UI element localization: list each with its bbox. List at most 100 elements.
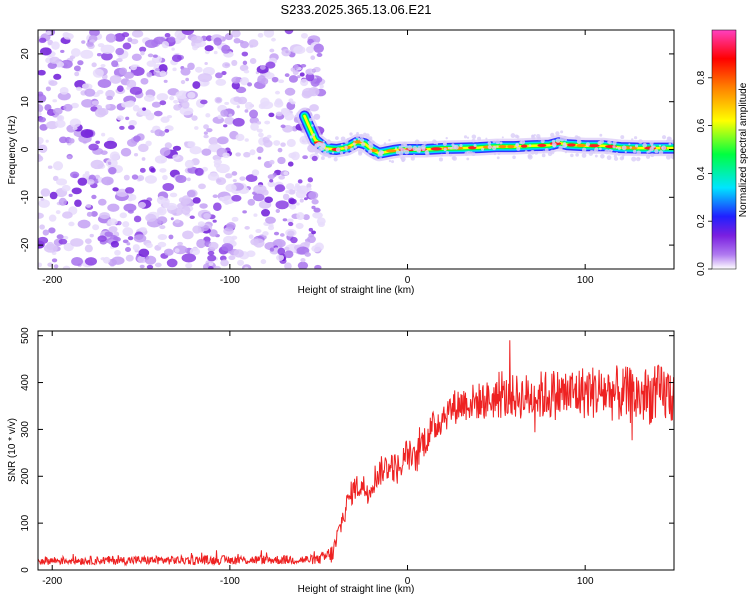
noise-blob	[52, 99, 58, 103]
noise-blob	[158, 63, 168, 73]
signal-speckle	[560, 130, 564, 134]
noise-blob	[311, 205, 316, 210]
signal-speckle	[617, 153, 620, 156]
noise-blob	[168, 234, 174, 240]
signal-speckle	[471, 134, 477, 140]
noise-blob	[116, 58, 123, 63]
noise-blob	[84, 244, 93, 253]
signal-speckle	[530, 150, 535, 155]
x-tick-label: 0	[405, 576, 411, 587]
noise-blob	[308, 227, 314, 232]
signal-speckle	[445, 136, 448, 140]
noise-blob	[231, 235, 238, 240]
noise-blob	[212, 219, 217, 223]
noise-blob	[246, 250, 256, 258]
noise-blob	[38, 93, 47, 104]
signal-speckle	[515, 142, 520, 147]
noise-blob	[196, 238, 206, 249]
noise-blob	[123, 174, 130, 181]
signal-speckle	[388, 159, 392, 163]
noise-blob	[265, 216, 276, 224]
noise-blob	[233, 249, 244, 258]
noise-blob	[307, 177, 314, 183]
signal-speckle	[368, 149, 373, 154]
noise-blob	[244, 138, 249, 142]
y-tick-label: 10	[20, 96, 31, 108]
x-tick-label: -200	[42, 275, 62, 286]
noise-blob	[208, 241, 219, 250]
noise-blob	[162, 201, 170, 208]
noise-blob	[63, 242, 74, 252]
signal-speckle	[410, 156, 415, 161]
noise-blob	[120, 147, 132, 157]
noise-blob	[164, 142, 172, 149]
noise-blob	[311, 245, 322, 253]
noise-blob	[49, 191, 58, 200]
noise-blob	[62, 265, 71, 269]
noise-blob	[249, 149, 256, 156]
noise-blob	[84, 238, 92, 244]
spectrogram-y-label: Frequency (Hz)	[7, 116, 18, 185]
signal-speckle	[622, 154, 625, 157]
signal-speckle	[391, 160, 395, 164]
noise-blob	[76, 86, 82, 91]
noise-blob	[126, 242, 131, 246]
noise-blob	[116, 220, 122, 226]
noise-blob	[185, 263, 193, 269]
noise-blob	[62, 211, 73, 219]
noise-blob	[47, 262, 54, 267]
noise-blob	[108, 167, 117, 175]
signal-speckle	[632, 149, 637, 154]
noise-blob	[253, 184, 267, 194]
noise-blob	[39, 224, 45, 230]
noise-blob	[287, 161, 294, 167]
signal-speckle	[516, 135, 520, 139]
noise-blob	[187, 141, 196, 148]
noise-blob	[204, 45, 214, 52]
noise-blob	[146, 72, 153, 77]
noise-blob	[67, 155, 72, 159]
noise-blob	[264, 120, 271, 125]
noise-blob	[282, 218, 288, 222]
signal-speckle	[312, 133, 316, 137]
signal-speckle	[615, 140, 618, 143]
signal-speckle	[612, 145, 616, 149]
noise-blob	[100, 150, 108, 155]
signal-speckle	[562, 143, 567, 148]
snr-panel: -200 -100 0 100 0 100 200 300 400 500 Height of …	[7, 327, 675, 595]
noise-blob	[172, 145, 182, 151]
noise-blob	[200, 99, 208, 105]
noise-blob	[316, 52, 323, 57]
noise-blob	[256, 128, 263, 133]
noise-blob	[170, 217, 174, 221]
colorbar-tick-label: 0.2	[696, 214, 707, 228]
signal-speckle	[466, 136, 470, 139]
noise-blob	[98, 198, 107, 206]
noise-blob	[139, 167, 146, 173]
noise-blob	[299, 72, 305, 77]
signal-speckle	[528, 144, 532, 147]
noise-blob	[192, 81, 201, 89]
signal-speckle	[366, 152, 369, 156]
noise-blob	[255, 228, 262, 234]
noise-blob	[128, 119, 138, 127]
signal-hotspot	[587, 144, 600, 148]
noise-blob	[123, 203, 137, 212]
noise-blob	[122, 42, 132, 50]
signal-speckle	[564, 151, 567, 154]
noise-blob	[174, 219, 181, 224]
signal-speckle	[499, 141, 503, 145]
noise-blob	[300, 63, 307, 68]
noise-blob	[116, 115, 124, 121]
noise-blob	[52, 107, 63, 115]
signal-speckle	[335, 147, 341, 153]
noise-blob	[39, 124, 48, 131]
spectrogram-noise	[38, 30, 327, 269]
noise-blob	[57, 91, 71, 101]
noise-blob	[287, 230, 295, 236]
noise-blob	[157, 208, 164, 214]
signal-speckle	[576, 139, 582, 145]
signal-speckle	[487, 141, 492, 145]
noise-blob	[100, 257, 106, 261]
